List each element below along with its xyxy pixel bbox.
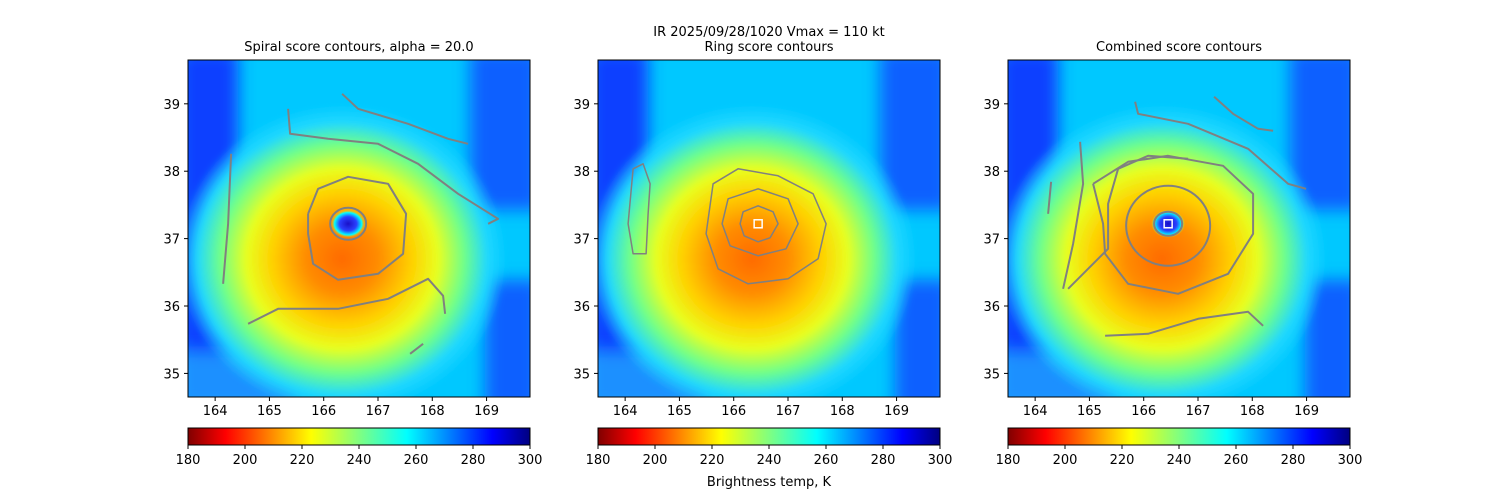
x-tick-label: 167 [776,404,801,419]
contour-mid [1125,184,1212,267]
colorbar-tick-label: 260 [404,453,429,468]
x-tick-label: 165 [667,404,692,419]
y-tick-label: 37 [573,233,590,248]
x-tick-label: 169 [884,404,909,419]
contour-ring [721,188,799,257]
x-tick-label: 164 [613,404,638,419]
contour-arc [1047,181,1053,214]
x-tick-label: 168 [830,404,855,419]
colorbar-tick-label: 300 [928,453,953,468]
colorbar [597,427,941,446]
panel-3: Combined score contours 164 165 166 167 168 16… [983,40,1362,468]
colorbar-tick-label: 280 [871,453,896,468]
axes-frame [597,59,941,398]
x-tick-label: 169 [474,404,499,419]
colorbar-tick-label: 240 [757,453,782,468]
y-tick-label: 39 [573,98,590,113]
y-tick-label: 36 [163,300,180,315]
y-tick-label: 38 [983,165,1000,180]
colorbar-tick-label: 200 [233,453,258,468]
ir-heatmap [598,60,940,397]
y-tick-label: 39 [983,98,1000,113]
axes-frame [1007,59,1351,398]
colorbar-tick-label: 260 [814,453,839,468]
x-tick-label: 168 [420,404,445,419]
storm-eye [331,209,366,238]
colorbar [1007,427,1351,446]
center-marker [1163,219,1173,229]
colorbar-tick-label: 300 [1338,453,1363,468]
panel-2: Ring score contours 164 165 166 167 168 169 35 3… [573,40,952,468]
x-tick-label: 168 [1240,404,1265,419]
panel-title: Spiral score contours, alpha = 20.0 [244,40,473,55]
contour-arc [1105,310,1264,337]
contour-inner [1153,210,1184,237]
ir-heatmap [1008,60,1350,397]
colorbar-tick-label: 180 [586,453,611,468]
contour-arc [222,153,233,284]
colorbar-tick-label: 280 [1281,453,1306,468]
y-tick-label: 37 [983,233,1000,248]
x-tick-label: 166 [721,404,746,419]
contour-arc [409,343,424,355]
x-tick-label: 167 [1186,404,1211,419]
colorbar-tick-label: 180 [996,453,1021,468]
colorbar [187,427,531,446]
colorbar-tick-label: 220 [700,453,725,468]
y-tick-label: 35 [163,367,180,382]
contour-arc [247,277,447,325]
y-tick-label: 36 [573,300,590,315]
contour-arc [341,93,469,145]
contour-arc [1134,101,1307,190]
x-tick-label: 167 [366,404,391,419]
contour-patch [627,163,651,255]
colorbar-tick-label: 200 [643,453,668,468]
x-tick-label: 166 [311,404,336,419]
center-marker [753,219,763,229]
colorbar-tick-label: 220 [290,453,315,468]
x-tick-label: 169 [1294,404,1319,419]
figure-suptitle: IR 2025/09/28/1020 Vmax = 110 kt [653,25,884,40]
ir-heatmap [188,60,530,397]
colorbar-tick-label: 280 [461,453,486,468]
y-tick-label: 36 [983,300,1000,315]
contour-arc [1062,141,1085,290]
colorbar-label: Brightness temp, K [707,475,832,490]
colorbar-tick-label: 300 [518,453,543,468]
contour-arc [1213,96,1274,132]
x-tick-label: 165 [257,404,282,419]
y-tick-label: 37 [163,233,180,248]
y-tick-label: 38 [573,165,590,180]
contour-mid [307,175,408,281]
x-tick-label: 164 [203,404,228,419]
panel-1: Spiral score contours, alpha = 20.0 164 16… [163,40,542,468]
panel-title: Combined score contours [1096,40,1262,55]
colorbar-tick-label: 220 [1110,453,1135,468]
contour-ring [739,205,779,243]
y-tick-label: 35 [983,367,1000,382]
contour-arc [1067,154,1189,290]
colorbar-tick-label: 240 [1167,453,1192,468]
panel-title: Ring score contours [704,40,833,55]
contour-inner [329,206,368,241]
x-tick-label: 165 [1077,404,1102,419]
contour-arc [287,108,500,225]
colorbar-tick-label: 240 [347,453,372,468]
colorbar-tick-label: 180 [176,453,201,468]
storm-eye [1151,209,1186,238]
axes-frame [187,59,531,398]
colorbar-tick-label: 200 [1053,453,1078,468]
x-tick-label: 164 [1023,404,1048,419]
colorbar-tick-label: 260 [1224,453,1249,468]
x-tick-label: 166 [1131,404,1156,419]
contour-ring [705,168,827,285]
y-tick-label: 35 [573,367,590,382]
y-tick-label: 38 [163,165,180,180]
y-tick-label: 39 [163,98,180,113]
